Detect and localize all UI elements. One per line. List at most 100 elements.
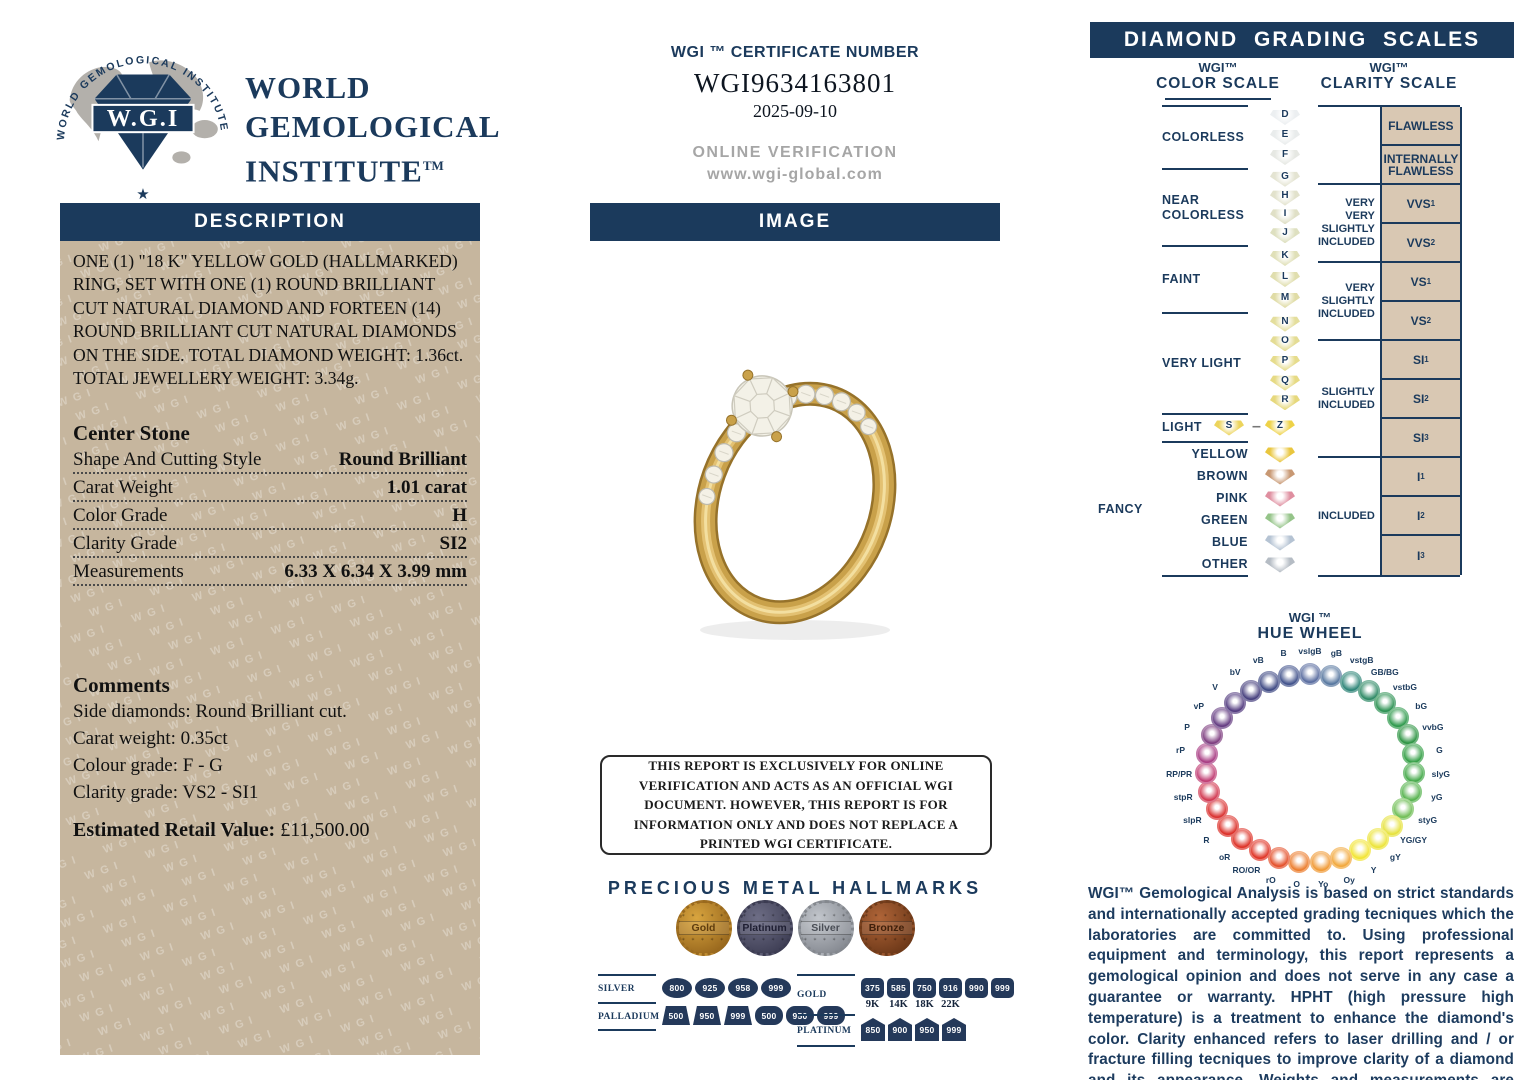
hue-stone-icon xyxy=(1195,761,1218,784)
hallmark-chip: 999 xyxy=(991,978,1014,998)
gem-letter: N xyxy=(1281,315,1289,327)
org-title-line1: WORLD xyxy=(245,70,371,105)
color-group-label: NEAR COLORLESS xyxy=(1162,168,1248,245)
hue-stone-label: vslgB xyxy=(1298,646,1322,656)
hallmark-chip: 958 xyxy=(728,978,758,998)
table-row: Shape And Cutting Style Round Brilliant xyxy=(73,446,467,474)
clarity-scale-brand: WGI™ xyxy=(1369,60,1409,75)
hue-stone-icon xyxy=(1201,724,1224,747)
color-grade-gem-icon: I xyxy=(1270,209,1300,225)
group-divider xyxy=(1162,413,1248,415)
row-label: Color Grade xyxy=(73,504,168,526)
hallmark-chip: 500 xyxy=(662,1006,690,1025)
row-label: Carat Weight xyxy=(73,476,173,498)
hallmark-stamp: 999 xyxy=(942,1018,966,1041)
clarity-scale-title: CLARITY SCALE xyxy=(1320,75,1458,92)
org-title-line3: INSTITUTETM xyxy=(245,153,444,189)
hallmark-chip: 916 22K xyxy=(939,978,962,1010)
hue-stone-icon xyxy=(1257,670,1280,693)
gem-letter: Z xyxy=(1276,419,1283,431)
description-text: ONE (1) "18 K" YELLOW GOLD (HALLMARKED) … xyxy=(73,251,464,388)
gem-letter: G xyxy=(1281,170,1289,182)
hallmark-metal-label: GOLD xyxy=(797,974,855,1014)
hallmark-chip: 900 xyxy=(888,1018,912,1041)
org-title-line2: GEMOLOGICAL xyxy=(245,109,501,144)
gem-letter: H xyxy=(1281,189,1289,201)
hallmark-stamp: 900 xyxy=(888,1018,912,1041)
hue-stone-label: Oy xyxy=(1343,874,1355,885)
medal-label: Bronze xyxy=(861,921,912,935)
row-label: Measurements xyxy=(73,560,184,582)
gem-letter: S xyxy=(1225,419,1233,431)
clarity-grade-cell: SI 2 xyxy=(1381,380,1460,419)
metal-medal: ✶ ✶ ✶ ✶ ✶ Gold ✶ ✶ ✶ ✶ ✶ xyxy=(675,900,732,956)
hallmark-divider xyxy=(598,1029,656,1031)
clarity-group-label: VERY SLIGHTLY INCLUDED xyxy=(1318,263,1380,341)
table-row: Color Grade H xyxy=(73,502,467,530)
table-row: Clarity Grade SI2 xyxy=(73,530,467,558)
color-grade-gem-icon: L xyxy=(1270,271,1300,287)
clarity-grade-cell: VVS 2 xyxy=(1381,224,1460,263)
certificate-number: WGI9634163801 xyxy=(694,68,896,98)
medal-stars-icon: ✶ ✶ ✶ ✶ ✶ xyxy=(681,937,726,943)
hue-stone-label: vstgB xyxy=(1349,655,1374,666)
color-scale: WGI™ COLOR SCALE COLORLESS D E F NEAR COLORL… xyxy=(1098,60,1338,577)
hue-stone-label: oR xyxy=(1218,851,1231,862)
hallmark-chip: 950 xyxy=(693,1006,721,1025)
hue-stone-label: Y xyxy=(1370,865,1377,876)
hallmark-metal-label: PLATINUM xyxy=(797,1014,855,1045)
hallmark-metal-label: PALLADIUM xyxy=(598,1002,659,1029)
hue-stone-icon xyxy=(1349,839,1372,862)
metal-medals: ✶ ✶ ✶ ✶ ✶ Gold ✶ ✶ ✶ ✶ ✶ ✶ ✶ ✶ ✶ ✶ Platinum ✶… xyxy=(590,900,1000,956)
wgi-logo: WORLD GEMOLOGICAL INSTITUTE W.G.I ◇ ◇ ★ xyxy=(55,54,228,203)
hallmark-metal-label: SILVER xyxy=(598,974,656,1002)
hue-stone-label: rO xyxy=(1265,874,1276,885)
row-value: 1.01 carat xyxy=(386,476,467,498)
hallmark-chip: 375 9K xyxy=(861,978,884,1010)
fancy-color-row: BROWN xyxy=(1098,465,1338,487)
row-label: Clarity Grade xyxy=(73,532,177,554)
analysis-footnote: WGI™ Gemological Analysis is based on st… xyxy=(1088,885,1514,1080)
hallmark-stamp: 990 xyxy=(965,978,988,998)
hue-wheel: WGI ™ HUE WHEEL vslgB gB vstgB GB/BG vstbG bG… xyxy=(1166,610,1452,910)
hallmark-chip: 990 xyxy=(965,978,988,998)
group-divider xyxy=(1162,575,1248,577)
ring-photo xyxy=(630,318,960,653)
medal-stars-icon: ✶ ✶ ✶ ✶ ✶ xyxy=(864,937,909,943)
center-stone-section: Center Stone Shape And Cutting Style Roun… xyxy=(73,421,467,586)
clarity-grade-cell: SI 3 xyxy=(1381,419,1460,458)
logo-star: ★ xyxy=(136,186,150,203)
hue-stone-label: rP xyxy=(1176,745,1185,756)
gem-letter: E xyxy=(1281,129,1289,140)
retail-value: £11,500.00 xyxy=(280,819,370,841)
clarity-grade-cell: VVS 1 xyxy=(1381,185,1460,224)
hue-stone-icon xyxy=(1399,780,1422,803)
medal-label: Platinum xyxy=(739,921,790,935)
hue-stone-label: RO/OR xyxy=(1232,865,1261,876)
fancy-group-label: FANCY xyxy=(1098,502,1143,516)
hue-stone-label: O xyxy=(1293,879,1301,890)
gem-letter: K xyxy=(1281,250,1289,261)
hallmark-chip: 999 xyxy=(761,978,791,998)
description-header: DESCRIPTION xyxy=(60,203,480,241)
hallmark-chip: 850 xyxy=(861,1018,885,1041)
medal-stars-icon: ✶ ✶ ✶ ✶ ✶ xyxy=(742,913,787,919)
gem-letter: L xyxy=(1281,271,1289,282)
clarity-group-label xyxy=(1318,107,1380,185)
color-scale-group: FAINT K L M xyxy=(1098,245,1338,312)
hallmark-stamp: 925 xyxy=(695,978,725,998)
hue-stone-label: styG xyxy=(1418,814,1438,825)
medal-stars-icon: ✶ ✶ ✶ ✶ ✶ xyxy=(803,913,848,919)
center-stone-heading: Center Stone xyxy=(73,421,190,445)
hue-stone-label: vB xyxy=(1252,655,1264,666)
color-grade-gem-icon: F xyxy=(1270,150,1300,165)
karat-label: 18K xyxy=(915,999,934,1010)
comments-section: Comments Side diamonds: Round Brilliant … xyxy=(73,673,467,806)
hue-stone-label: yG xyxy=(1431,792,1443,803)
gem-letter: O xyxy=(1281,335,1289,347)
clarity-group-label: SLIGHTLY INCLUDED xyxy=(1318,341,1380,458)
